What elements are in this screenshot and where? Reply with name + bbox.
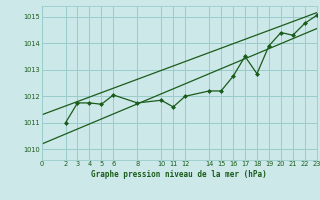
X-axis label: Graphe pression niveau de la mer (hPa): Graphe pression niveau de la mer (hPa) <box>91 170 267 179</box>
